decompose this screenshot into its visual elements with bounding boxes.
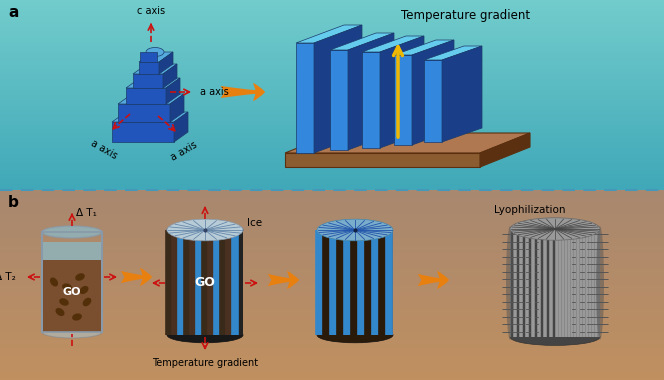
Ellipse shape — [72, 314, 82, 321]
Bar — [510, 229, 600, 337]
Ellipse shape — [62, 283, 72, 291]
Polygon shape — [118, 94, 184, 104]
Ellipse shape — [42, 226, 102, 238]
Polygon shape — [118, 104, 170, 122]
Ellipse shape — [317, 219, 393, 241]
Bar — [317, 230, 393, 335]
Polygon shape — [166, 78, 180, 104]
Polygon shape — [424, 46, 482, 60]
Ellipse shape — [59, 298, 69, 306]
Ellipse shape — [317, 327, 393, 343]
Polygon shape — [174, 112, 188, 142]
Bar — [167, 230, 243, 335]
Text: a axis: a axis — [89, 138, 119, 161]
Polygon shape — [285, 133, 530, 153]
Text: GO: GO — [63, 287, 81, 297]
Polygon shape — [296, 25, 362, 43]
Ellipse shape — [146, 48, 164, 57]
Polygon shape — [126, 88, 166, 104]
Polygon shape — [348, 33, 394, 150]
Polygon shape — [133, 64, 177, 74]
Polygon shape — [394, 40, 454, 55]
Ellipse shape — [50, 277, 58, 287]
Polygon shape — [139, 52, 173, 62]
Polygon shape — [170, 94, 184, 122]
Polygon shape — [159, 52, 173, 74]
Polygon shape — [285, 153, 480, 167]
Text: a axis: a axis — [169, 140, 199, 163]
Polygon shape — [296, 43, 314, 153]
Bar — [42, 232, 102, 332]
Text: Lyophilization: Lyophilization — [494, 205, 566, 215]
Text: Temperature gradient: Temperature gradient — [152, 358, 258, 368]
Ellipse shape — [506, 226, 514, 340]
Polygon shape — [330, 50, 348, 150]
Ellipse shape — [80, 286, 88, 294]
Text: Temperature gradient: Temperature gradient — [402, 10, 531, 22]
Polygon shape — [362, 36, 424, 52]
Polygon shape — [133, 74, 163, 88]
Polygon shape — [424, 60, 442, 142]
Ellipse shape — [510, 329, 600, 345]
Polygon shape — [380, 36, 424, 148]
Polygon shape — [314, 25, 362, 153]
Bar — [43, 242, 101, 260]
Polygon shape — [112, 112, 188, 122]
Polygon shape — [163, 64, 177, 88]
Polygon shape — [112, 122, 174, 142]
Text: Δ T₁: Δ T₁ — [76, 208, 97, 218]
Ellipse shape — [167, 219, 243, 241]
Text: c axis: c axis — [137, 6, 165, 16]
Polygon shape — [330, 33, 394, 50]
Polygon shape — [442, 46, 482, 142]
Bar — [43, 260, 101, 332]
Ellipse shape — [510, 218, 600, 240]
Polygon shape — [480, 133, 530, 167]
Text: a axis: a axis — [200, 87, 229, 97]
Ellipse shape — [167, 327, 243, 343]
Text: b: b — [8, 195, 19, 210]
Ellipse shape — [42, 326, 102, 338]
Bar — [140, 52, 157, 62]
Ellipse shape — [75, 273, 85, 281]
Ellipse shape — [596, 226, 604, 340]
Polygon shape — [394, 55, 412, 145]
Text: Ice: Ice — [247, 218, 262, 228]
Ellipse shape — [56, 308, 64, 316]
Polygon shape — [139, 62, 159, 74]
Text: a: a — [8, 5, 19, 20]
Text: Δ T₂: Δ T₂ — [0, 272, 16, 282]
Text: GO: GO — [195, 277, 215, 290]
Polygon shape — [362, 52, 380, 148]
Polygon shape — [126, 78, 180, 88]
Polygon shape — [412, 40, 454, 145]
Ellipse shape — [83, 298, 92, 306]
